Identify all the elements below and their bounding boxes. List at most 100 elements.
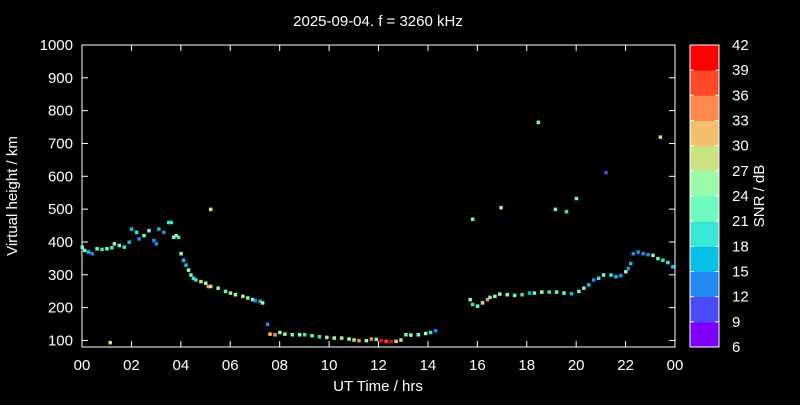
data-point (297, 333, 302, 337)
data-point (554, 290, 559, 294)
data-point (540, 290, 544, 294)
data-point (498, 292, 502, 296)
colorbar-tick-label: 9 (732, 314, 740, 331)
data-point (399, 338, 403, 342)
colorbar-segment (690, 296, 719, 323)
y-tick-label: 400 (48, 234, 73, 251)
data-point (325, 335, 329, 340)
data-point (273, 333, 277, 337)
y-axis-label: Virtual height / km (4, 136, 21, 256)
data-point (636, 250, 640, 254)
colorbar-segment (690, 321, 719, 348)
x-tick-label: 16 (469, 357, 486, 374)
x-tick-label: 00 (74, 357, 91, 374)
data-point (364, 338, 369, 343)
data-point (241, 294, 245, 299)
data-point (369, 337, 374, 341)
data-point (199, 279, 203, 284)
data-point (339, 336, 344, 340)
data-point (619, 273, 623, 278)
data-point (480, 301, 485, 305)
data-point (290, 333, 295, 337)
y-tick-label: 700 (48, 135, 73, 152)
colorbar-segment (690, 120, 719, 147)
data-point (609, 273, 613, 277)
data-point (253, 298, 257, 303)
x-tick-label: 14 (420, 357, 437, 374)
y-tick-label: 900 (48, 70, 73, 87)
y-tick-label: 200 (48, 300, 73, 317)
colorbar-segment (690, 196, 719, 222)
data-point (357, 338, 361, 343)
data-point (587, 283, 591, 287)
colorbar-tick-label: 18 (732, 238, 749, 255)
data-point (485, 297, 490, 302)
data-point (268, 332, 272, 336)
data-point (428, 330, 433, 335)
data-point (191, 276, 196, 281)
data-point (152, 238, 156, 243)
data-point (117, 243, 122, 248)
data-point (374, 337, 379, 342)
y-axis: 100 200 300 400 500 600 700 800 900 1000 (40, 37, 675, 349)
data-point (105, 247, 109, 251)
colorbar-segment (690, 45, 719, 71)
x-tick-label: 12 (370, 357, 387, 374)
data-point (394, 339, 398, 344)
x-tick-label: 02 (123, 357, 140, 374)
data-point (532, 291, 537, 295)
colorbar-tick-label: 30 (732, 138, 749, 155)
data-point (409, 333, 413, 337)
colorbar-tick-label: 42 (732, 37, 749, 54)
data-point (488, 295, 492, 300)
data-point (332, 336, 337, 340)
colorbar-tick-label: 12 (732, 289, 749, 306)
data-point (171, 235, 176, 240)
data-point (651, 253, 655, 258)
x-tick-label: 10 (321, 357, 338, 374)
data-point (404, 333, 408, 337)
colorbar-segment (690, 170, 719, 197)
data-point (352, 338, 356, 342)
data-point (614, 274, 618, 279)
colorbar-segment (690, 70, 719, 96)
data-point (433, 329, 438, 333)
data-point (208, 284, 213, 289)
data-point (379, 338, 383, 343)
data-point (596, 276, 601, 281)
data-point (129, 227, 134, 231)
data-point (112, 242, 117, 246)
colorbar-tick-label: 24 (732, 188, 749, 205)
y-tick-label: 1000 (40, 37, 73, 54)
y-tick-label: 100 (48, 332, 73, 349)
data-point (499, 205, 503, 210)
colorbar-tick-label: 15 (732, 264, 749, 281)
data-point (223, 289, 228, 294)
data-point (310, 334, 314, 338)
data-point (127, 240, 131, 244)
data-point (204, 281, 208, 285)
data-point (162, 230, 166, 235)
colorbar-segment (690, 95, 719, 121)
x-tick-label: 22 (617, 357, 634, 374)
data-point (423, 331, 428, 336)
colorbar-segment (690, 221, 719, 247)
data-point (134, 230, 139, 235)
data-point (166, 220, 171, 225)
data-point (564, 209, 569, 214)
data-point (108, 340, 112, 345)
data-point (661, 258, 665, 263)
data-point (246, 296, 250, 300)
chart-title: 2025-09-04. f = 3260 kHz (293, 13, 463, 30)
data-point (206, 284, 211, 289)
data-point (493, 294, 497, 299)
data-point (122, 245, 127, 249)
data-point (347, 337, 351, 341)
data-point (416, 333, 421, 337)
y-tick-label: 300 (48, 267, 73, 284)
data-point (468, 297, 472, 302)
data-points (80, 120, 675, 345)
data-point (302, 333, 307, 337)
data-point (389, 339, 393, 344)
